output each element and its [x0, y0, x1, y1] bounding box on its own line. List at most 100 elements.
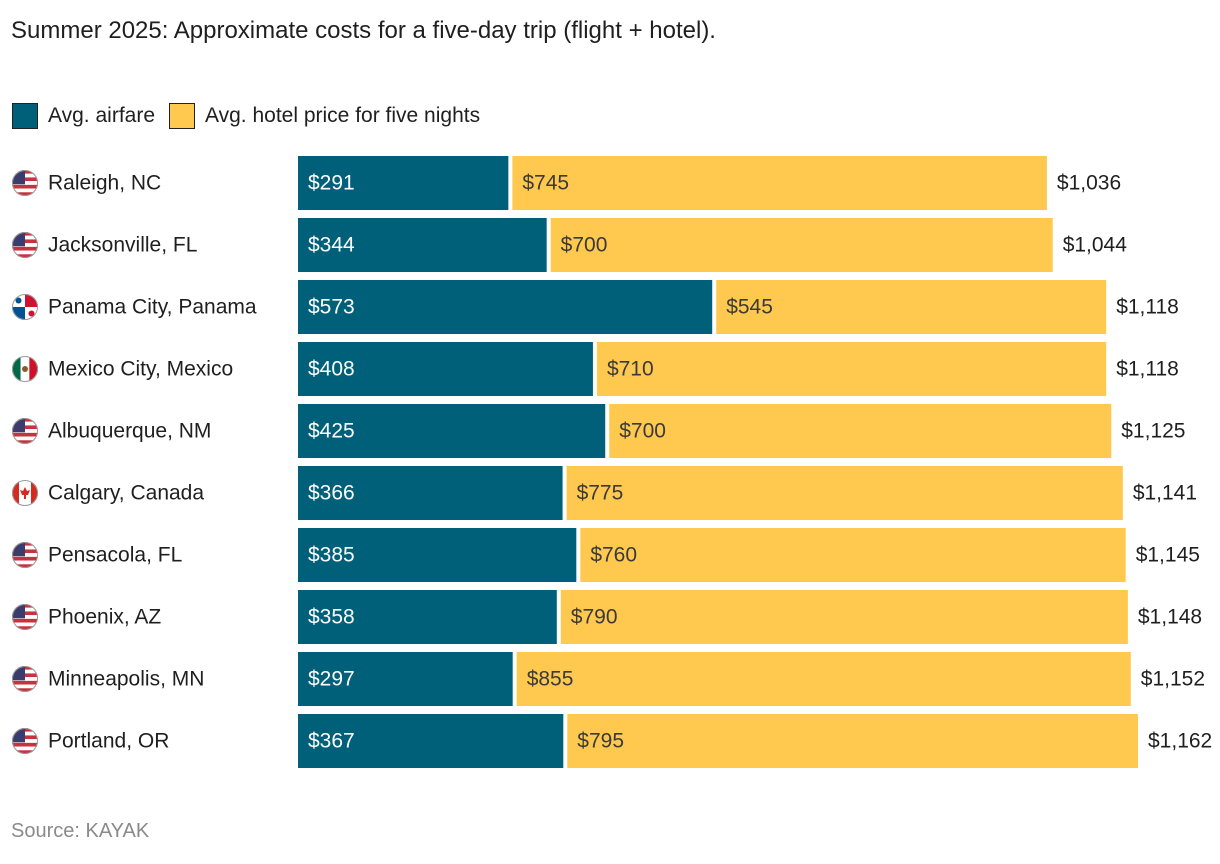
category-label: Raleigh, NC — [48, 172, 161, 195]
bar-row: Mexico City, Mexico $408 $710 $1,118 — [12, 342, 1179, 396]
row-flag — [12, 356, 38, 382]
airfare-value-label: $408 — [308, 358, 355, 381]
airfare-value-label: $367 — [308, 730, 355, 753]
bar-row: Raleigh, NC $291 $745 $1,036 — [12, 156, 1121, 210]
airfare-value-label: $358 — [308, 606, 355, 629]
hotel-value-label: $745 — [522, 172, 569, 195]
bar-row: Albuquerque, NM $425 $700 $1,125 — [12, 404, 1185, 458]
flag-outline — [12, 418, 38, 444]
airfare-bar — [298, 342, 593, 396]
airfare-bar — [298, 590, 557, 644]
hotel-value-label: $775 — [577, 482, 624, 505]
us-flag-icon — [12, 604, 38, 630]
flag-outline — [12, 294, 38, 320]
flag-outline — [12, 604, 38, 630]
legend-swatch-hotel — [169, 103, 195, 129]
hotel-bar — [512, 156, 1047, 210]
airfare-bar — [298, 652, 513, 706]
bar-row: Pensacola, FL $385 $760 $1,145 — [12, 528, 1200, 582]
source-note: Source: KAYAK — [11, 820, 150, 842]
category-label: Jacksonville, FL — [48, 234, 197, 257]
total-value-label: $1,118 — [1116, 358, 1179, 381]
flag-star-red — [28, 310, 35, 317]
flag-stripe — [12, 626, 38, 630]
flag-stripe — [12, 250, 38, 255]
us-flag-icon — [12, 728, 38, 754]
flag-band-right — [30, 480, 38, 506]
flag-band-left — [12, 480, 20, 506]
airfare-value-label: $425 — [308, 420, 355, 443]
row-flag — [12, 480, 38, 506]
hotel-bar — [567, 714, 1138, 768]
legend: Avg. airfare Avg. hotel price for five n… — [12, 102, 494, 130]
hotel-value-label: $545 — [726, 296, 773, 319]
flag-outline — [12, 356, 38, 382]
category-label: Calgary, Canada — [48, 482, 204, 505]
category-label: Mexico City, Mexico — [48, 358, 233, 381]
airfare-bar — [298, 404, 606, 458]
flag-stripe — [12, 564, 38, 568]
airfare-bar — [298, 280, 713, 334]
flag-stripe — [12, 688, 38, 692]
category-label: Portland, OR — [48, 730, 169, 753]
hotel-value-label: $700 — [619, 420, 666, 443]
legend-swatch-airfare — [12, 103, 38, 129]
total-value-label: $1,145 — [1136, 544, 1200, 567]
category-label: Albuquerque, NM — [48, 420, 211, 443]
airfare-value-label: $573 — [308, 296, 355, 319]
bar-row: Portland, OR $367 $795 $1,162 — [12, 714, 1212, 768]
legend-label-airfare: Avg. airfare — [48, 104, 155, 127]
hotel-bar — [560, 590, 1128, 644]
row-flag — [12, 418, 38, 444]
row-flag — [12, 232, 38, 258]
category-label: Pensacola, FL — [48, 544, 182, 567]
total-value-label: $1,162 — [1148, 730, 1212, 753]
hotel-bar — [716, 280, 1107, 334]
hotel-bar — [609, 404, 1112, 458]
mexico-flag-icon — [12, 356, 38, 382]
hotel-value-label: $760 — [590, 544, 637, 567]
us-flag-icon — [12, 666, 38, 692]
airfare-bar — [298, 714, 564, 768]
bar-row: Panama City, Panama $573 $545 $1,118 — [12, 280, 1179, 334]
legend-label-hotel: Avg. hotel price for five nights — [205, 104, 481, 127]
legend-item-hotel: Avg. hotel price for five nights — [169, 103, 480, 129]
hotel-value-label: $700 — [561, 234, 608, 257]
flag-stripe — [12, 618, 38, 623]
flag-emblem — [22, 366, 28, 372]
hotel-bar — [566, 466, 1123, 520]
flag-band-red — [29, 356, 38, 382]
row-flag — [12, 170, 38, 196]
row-flag — [12, 294, 38, 320]
total-value-label: $1,044 — [1063, 234, 1128, 257]
category-label: Panama City, Panama — [48, 296, 257, 319]
total-value-label: $1,141 — [1133, 482, 1197, 505]
airfare-bar — [298, 218, 547, 272]
chart-title: Summer 2025: Approximate costs for a fiv… — [11, 17, 716, 44]
total-value-label: $1,118 — [1116, 296, 1179, 319]
total-value-label: $1,148 — [1138, 606, 1202, 629]
flag-outline — [12, 728, 38, 754]
flag-stripe — [12, 742, 38, 747]
airfare-value-label: $385 — [308, 544, 355, 567]
us-flag-icon — [12, 170, 38, 196]
airfare-value-label: $297 — [308, 668, 355, 691]
bar-row: Jacksonville, FL $344 $700 $1,044 — [12, 218, 1127, 272]
flag-stripe — [12, 684, 38, 689]
flag-stripe — [12, 254, 38, 258]
row-flag — [12, 666, 38, 692]
hotel-value-label: $795 — [577, 730, 624, 753]
airfare-value-label: $344 — [308, 234, 355, 257]
hotel-value-label: $790 — [571, 606, 618, 629]
row-flag — [12, 604, 38, 630]
flag-maple-leaf — [20, 487, 30, 499]
flag-stripe — [12, 750, 38, 754]
flag-outline — [12, 542, 38, 568]
flag-stripe — [12, 184, 38, 189]
flag-outline — [12, 170, 38, 196]
flag-outline — [12, 666, 38, 692]
flag-stripe — [12, 680, 38, 685]
flag-outline — [12, 232, 38, 258]
legend-item-airfare: Avg. airfare — [12, 103, 155, 129]
hotel-value-label: $855 — [527, 668, 574, 691]
